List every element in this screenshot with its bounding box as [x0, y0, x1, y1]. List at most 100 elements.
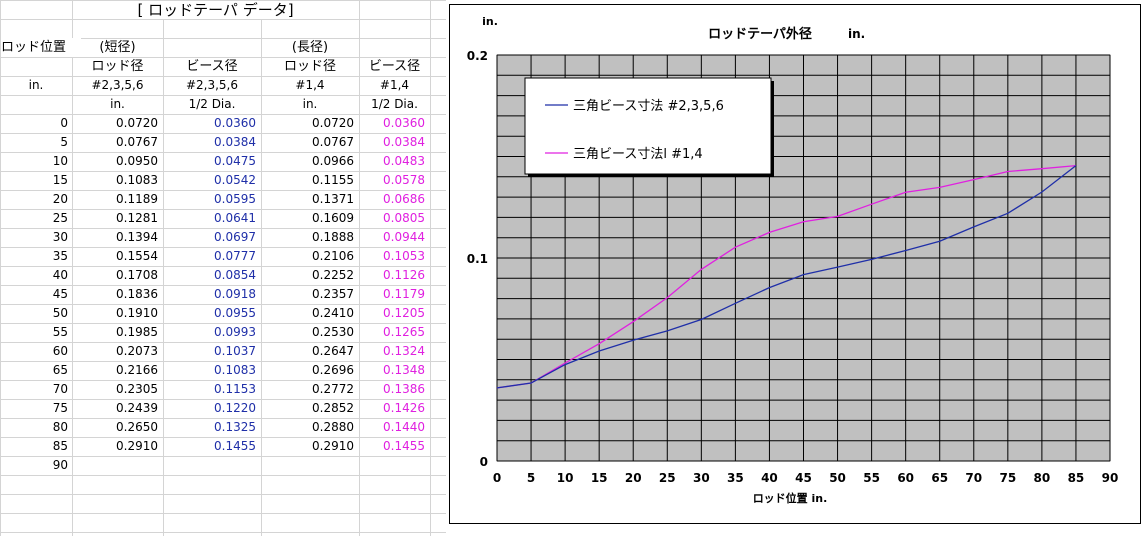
value-cell[interactable]: 0.2252 [312, 268, 354, 282]
header-cell[interactable]: #1,4 [379, 78, 410, 92]
value-cell[interactable]: 0.2357 [312, 287, 354, 301]
value-cell[interactable]: 0.0475 [214, 154, 256, 168]
value-cell[interactable]: 0.0944 [383, 230, 425, 244]
value-cell[interactable]: 0.1126 [383, 268, 425, 282]
value-cell[interactable]: 0.2910 [116, 439, 158, 453]
header-cell[interactable]: 1/2 Dia. [371, 97, 418, 111]
position-cell[interactable]: 60 [52, 344, 68, 358]
header-cell[interactable]: (短径) [99, 40, 136, 55]
value-cell[interactable]: 0.1205 [383, 306, 425, 320]
value-cell[interactable]: 0.0767 [312, 135, 354, 149]
header-cell[interactable]: in. [302, 97, 318, 111]
value-cell[interactable]: 0.2852 [312, 401, 354, 415]
position-cell[interactable]: 50 [52, 306, 68, 320]
value-cell[interactable]: 0.0777 [214, 249, 256, 263]
value-cell[interactable]: 0.2106 [312, 249, 354, 263]
value-cell[interactable]: 0.1371 [312, 192, 354, 206]
value-cell[interactable]: 0.0966 [312, 154, 354, 168]
value-cell[interactable]: 0.1155 [312, 173, 354, 187]
value-cell[interactable]: 0.0384 [214, 135, 256, 149]
position-cell[interactable]: 90 [52, 458, 68, 472]
value-cell[interactable]: 0.1083 [116, 173, 158, 187]
value-cell[interactable]: 0.0578 [383, 173, 425, 187]
position-cell[interactable]: 20 [52, 192, 68, 206]
position-cell[interactable]: 40 [52, 268, 68, 282]
value-cell[interactable]: 0.1153 [214, 382, 256, 396]
value-cell[interactable]: 0.0767 [116, 135, 158, 149]
value-cell[interactable]: 0.0854 [214, 268, 256, 282]
value-cell[interactable]: 0.1910 [116, 306, 158, 320]
position-cell[interactable]: 85 [52, 439, 68, 453]
value-cell[interactable]: 0.0360 [214, 116, 256, 130]
header-cell[interactable]: ビース径 [368, 59, 421, 74]
value-cell[interactable]: 0.0384 [383, 135, 425, 149]
header-cell[interactable]: ロッド径 [91, 59, 144, 74]
value-cell[interactable]: 0.0805 [383, 211, 425, 225]
value-cell[interactable]: 0.2772 [312, 382, 354, 396]
value-cell[interactable]: 0.1348 [383, 363, 425, 377]
value-cell[interactable]: 0.2410 [312, 306, 354, 320]
value-cell[interactable]: 0.1426 [383, 401, 425, 415]
value-cell[interactable]: 0.0955 [214, 306, 256, 320]
header-cell[interactable]: #2,3,5,6 [91, 78, 144, 92]
position-cell[interactable]: 55 [52, 325, 68, 339]
header-cell[interactable]: in. [28, 78, 44, 92]
value-cell[interactable]: 0.2647 [312, 344, 354, 358]
value-cell[interactable]: 0.0918 [214, 287, 256, 301]
position-cell[interactable]: 65 [52, 363, 68, 377]
value-cell[interactable]: 0.1220 [214, 401, 256, 415]
value-cell[interactable]: 0.0595 [214, 192, 256, 206]
value-cell[interactable]: 0.2166 [116, 363, 158, 377]
value-cell[interactable]: 0.1985 [116, 325, 158, 339]
header-cell[interactable]: #1,4 [295, 78, 325, 92]
value-cell[interactable]: 0.2073 [116, 344, 158, 358]
value-cell[interactable]: 0.2305 [116, 382, 158, 396]
value-cell[interactable]: 0.1179 [383, 287, 425, 301]
position-cell[interactable]: 75 [52, 401, 68, 415]
value-cell[interactable]: 0.1053 [383, 249, 425, 263]
value-cell[interactable]: 0.2910 [312, 439, 354, 453]
value-cell[interactable]: 0.0697 [214, 230, 256, 244]
position-cell[interactable]: 25 [52, 211, 68, 225]
value-cell[interactable]: 0.1888 [312, 230, 354, 244]
value-cell[interactable]: 0.0720 [312, 116, 354, 130]
position-cell[interactable]: 70 [52, 382, 68, 396]
position-cell[interactable]: 5 [60, 135, 68, 149]
value-cell[interactable]: 0.1189 [116, 192, 158, 206]
header-cell[interactable]: ビース径 [186, 59, 238, 74]
position-cell[interactable]: 80 [52, 420, 68, 434]
value-cell[interactable]: 0.1325 [214, 420, 256, 434]
value-cell[interactable]: 0.1281 [116, 211, 158, 225]
position-cell[interactable]: 30 [52, 230, 68, 244]
value-cell[interactable]: 0.0483 [383, 154, 425, 168]
value-cell[interactable]: 0.2696 [312, 363, 354, 377]
value-cell[interactable]: 0.2880 [312, 420, 354, 434]
value-cell[interactable]: 0.1037 [214, 344, 256, 358]
value-cell[interactable]: 0.1708 [116, 268, 158, 282]
value-cell[interactable]: 0.2439 [116, 401, 158, 415]
value-cell[interactable]: 0.1455 [383, 439, 425, 453]
header-cell[interactable]: 1/2 Dia. [188, 97, 236, 111]
position-cell[interactable]: 15 [52, 173, 68, 187]
value-cell[interactable]: 0.1455 [214, 439, 256, 453]
value-cell[interactable]: 0.0720 [116, 116, 158, 130]
header-cell[interactable]: ロッド径 [283, 59, 336, 74]
header-cell[interactable]: in. [110, 97, 125, 111]
value-cell[interactable]: 0.2650 [116, 420, 158, 434]
value-cell[interactable]: 0.1265 [383, 325, 425, 339]
value-cell[interactable]: 0.1324 [383, 344, 425, 358]
value-cell[interactable]: 0.0950 [116, 154, 158, 168]
value-cell[interactable]: 0.1386 [383, 382, 425, 396]
position-cell[interactable]: 10 [52, 154, 68, 168]
header-cell[interactable]: ロッド位置 [1, 38, 81, 57]
value-cell[interactable]: 0.1440 [383, 420, 425, 434]
value-cell[interactable]: 0.0993 [214, 325, 256, 339]
value-cell[interactable]: 0.0542 [214, 173, 256, 187]
position-cell[interactable]: 0 [60, 116, 68, 130]
position-cell[interactable]: 45 [52, 287, 68, 301]
value-cell[interactable]: 0.2530 [312, 325, 354, 339]
value-cell[interactable]: 0.1394 [116, 230, 158, 244]
value-cell[interactable]: 0.0686 [383, 192, 425, 206]
header-cell[interactable]: (長径) [291, 40, 329, 55]
